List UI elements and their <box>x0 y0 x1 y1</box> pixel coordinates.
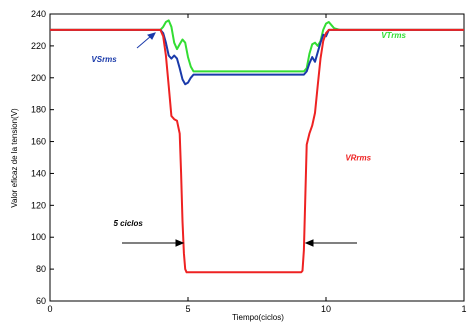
y-axis-ticks: 60 80 100 120 140 160 180 200 220 240 <box>31 9 464 306</box>
y-tick-label: 140 <box>31 168 46 178</box>
y-tick-label: 80 <box>36 264 46 274</box>
annotation-vrrms: VRrms <box>345 154 371 163</box>
arrows <box>122 32 357 247</box>
annotation-vtrms: VTrms <box>381 31 406 40</box>
annotation-5-ciclos: 5 ciclos <box>113 219 143 228</box>
left-arrow-head <box>175 239 185 247</box>
vsrms-arrow <box>136 35 152 49</box>
right-arrow-head <box>304 239 314 247</box>
y-tick-label: 100 <box>31 232 46 242</box>
x-axis-label: Tiempo(ciclos) <box>232 313 284 322</box>
y-tick-label: 220 <box>31 41 46 51</box>
x-axis-ticks: 0 5 10 1 <box>47 14 467 314</box>
x-tick-label: 10 <box>321 304 331 314</box>
x-tick-label: 5 <box>185 304 190 314</box>
y-tick-label: 180 <box>31 105 46 115</box>
series-line-vtrms <box>50 19 464 73</box>
x-tick-label: 1 <box>461 304 466 314</box>
y-tick-label: 160 <box>31 137 46 147</box>
series-line-vrrms <box>50 28 464 274</box>
y-tick-label: 240 <box>31 9 46 19</box>
plot-area <box>49 13 465 302</box>
annotation-vsrms: VSrms <box>91 55 117 64</box>
y-tick-label: 200 <box>31 73 46 83</box>
y-axis-label: Valor eficaz de la tension(V) <box>10 108 19 208</box>
x-tick-label: 0 <box>47 304 52 314</box>
series-line-vsrms <box>50 28 464 86</box>
series-lines <box>50 19 464 274</box>
vsrms-arrow-head <box>147 32 156 40</box>
annotations: VTrms VSrms VRrms 5 ciclos <box>91 31 406 228</box>
y-tick-label: 120 <box>31 200 46 210</box>
y-tick-label: 60 <box>36 296 46 306</box>
